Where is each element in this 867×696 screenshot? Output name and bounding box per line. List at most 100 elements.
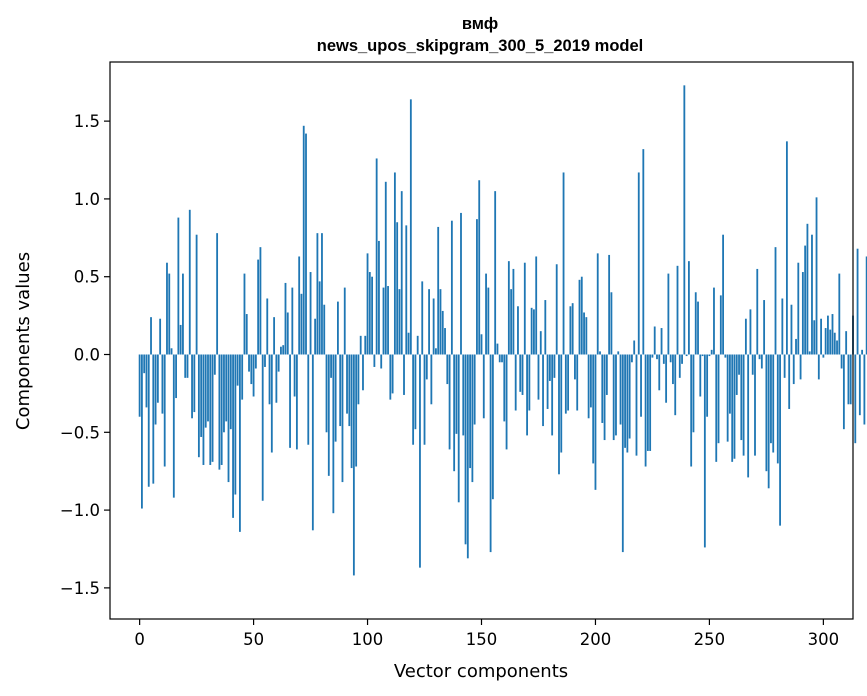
- bar-4: [147, 354, 150, 487]
- x-tick-label: 300: [808, 630, 840, 649]
- bar-47: [245, 314, 248, 355]
- bar-195: [583, 312, 585, 355]
- bar-89: [341, 354, 344, 483]
- bar-300: [822, 354, 825, 358]
- bar-239: [683, 85, 686, 355]
- bar-209: [615, 354, 617, 436]
- bar-206: [608, 254, 611, 355]
- bar-66: [289, 354, 291, 448]
- bar-210: [617, 351, 620, 355]
- bar-67: [291, 287, 294, 355]
- bar-64: [284, 282, 287, 355]
- x-tick-label: 150: [466, 630, 498, 649]
- bar-93: [350, 354, 353, 469]
- bar-88: [339, 354, 342, 427]
- bar-16: [175, 354, 177, 399]
- bar-208: [612, 354, 615, 441]
- bar-99: [364, 335, 367, 355]
- bar-38: [225, 354, 228, 422]
- bar-150: [480, 334, 483, 355]
- bar-121: [414, 354, 417, 430]
- bar-277: [770, 354, 772, 444]
- bar-115: [400, 191, 403, 355]
- bar-270: [754, 354, 756, 456]
- bar-50: [252, 354, 255, 397]
- x-axis-label: Vector components: [394, 661, 568, 682]
- bar-262: [735, 354, 738, 395]
- bar-29: [204, 354, 207, 428]
- bar-280: [776, 354, 779, 464]
- bar-165: [514, 354, 517, 411]
- bar-34: [216, 233, 219, 355]
- bar-172: [530, 307, 533, 355]
- bar-116: [403, 354, 405, 395]
- bar-5: [150, 317, 152, 355]
- bar-295: [811, 234, 813, 355]
- bar-100: [366, 253, 369, 355]
- bar-21: [186, 354, 189, 378]
- bar-254: [717, 354, 720, 444]
- bar-276: [767, 354, 770, 489]
- plot-area-frame: [109, 61, 854, 620]
- bar-196: [585, 317, 588, 355]
- bar-198: [589, 354, 592, 408]
- bar-35: [218, 354, 221, 470]
- bar-261: [733, 354, 736, 459]
- bar-151: [482, 354, 485, 419]
- bar-51: [254, 354, 257, 369]
- y-tick-label: −1.5: [60, 579, 100, 598]
- bar-148: [476, 219, 478, 355]
- bar-8: [156, 354, 159, 403]
- bar-311: [847, 354, 850, 405]
- bar-95: [355, 354, 358, 467]
- bar-281: [779, 354, 781, 526]
- bar-212: [621, 354, 624, 553]
- bar-120: [412, 354, 415, 445]
- bar-84: [330, 354, 332, 378]
- bar-105: [378, 240, 380, 355]
- bar-235: [674, 354, 677, 416]
- bar-13: [168, 273, 171, 355]
- bar-227: [656, 354, 658, 360]
- x-axis-ticks: 0 50 100 150 200 250 300: [134, 619, 839, 649]
- bar-113: [396, 222, 399, 355]
- bar-299: [820, 318, 822, 355]
- bar-108: [384, 181, 387, 355]
- bar-309: [842, 354, 845, 430]
- bar-144: [466, 354, 469, 559]
- chart-subtitle: news_upos_skipgram_300_5_2019 model: [317, 37, 644, 55]
- bar-17: [177, 217, 180, 355]
- bar-77: [314, 318, 317, 355]
- bar-166: [517, 306, 519, 355]
- bar-218: [635, 354, 638, 456]
- bar-146: [471, 354, 474, 483]
- bar-79: [318, 281, 321, 355]
- bar-72: [302, 125, 305, 355]
- bar-19: [182, 273, 184, 355]
- bar-290: [799, 354, 802, 380]
- bar-60: [275, 354, 278, 403]
- bar-302: [827, 315, 829, 355]
- bar-58: [270, 354, 273, 453]
- bar-154: [489, 354, 492, 553]
- bar-43: [236, 354, 239, 386]
- bar-36: [220, 354, 223, 465]
- bar-298: [817, 354, 820, 380]
- bar-268: [749, 309, 752, 355]
- bar-131: [437, 226, 440, 355]
- bar-123: [419, 354, 421, 568]
- bar-96: [357, 354, 360, 405]
- bar-211: [619, 354, 622, 425]
- bar-245: [697, 301, 699, 355]
- bar-118: [407, 332, 410, 355]
- bar-55: [264, 354, 266, 367]
- bar-225: [651, 354, 654, 358]
- bar-224: [649, 354, 652, 451]
- bar-132: [439, 289, 442, 355]
- bar-129: [432, 298, 435, 355]
- bar-194: [580, 276, 583, 355]
- bar-112: [393, 172, 396, 355]
- bar-205: [605, 354, 608, 395]
- bar-197: [587, 354, 590, 419]
- bar-27: [200, 354, 203, 437]
